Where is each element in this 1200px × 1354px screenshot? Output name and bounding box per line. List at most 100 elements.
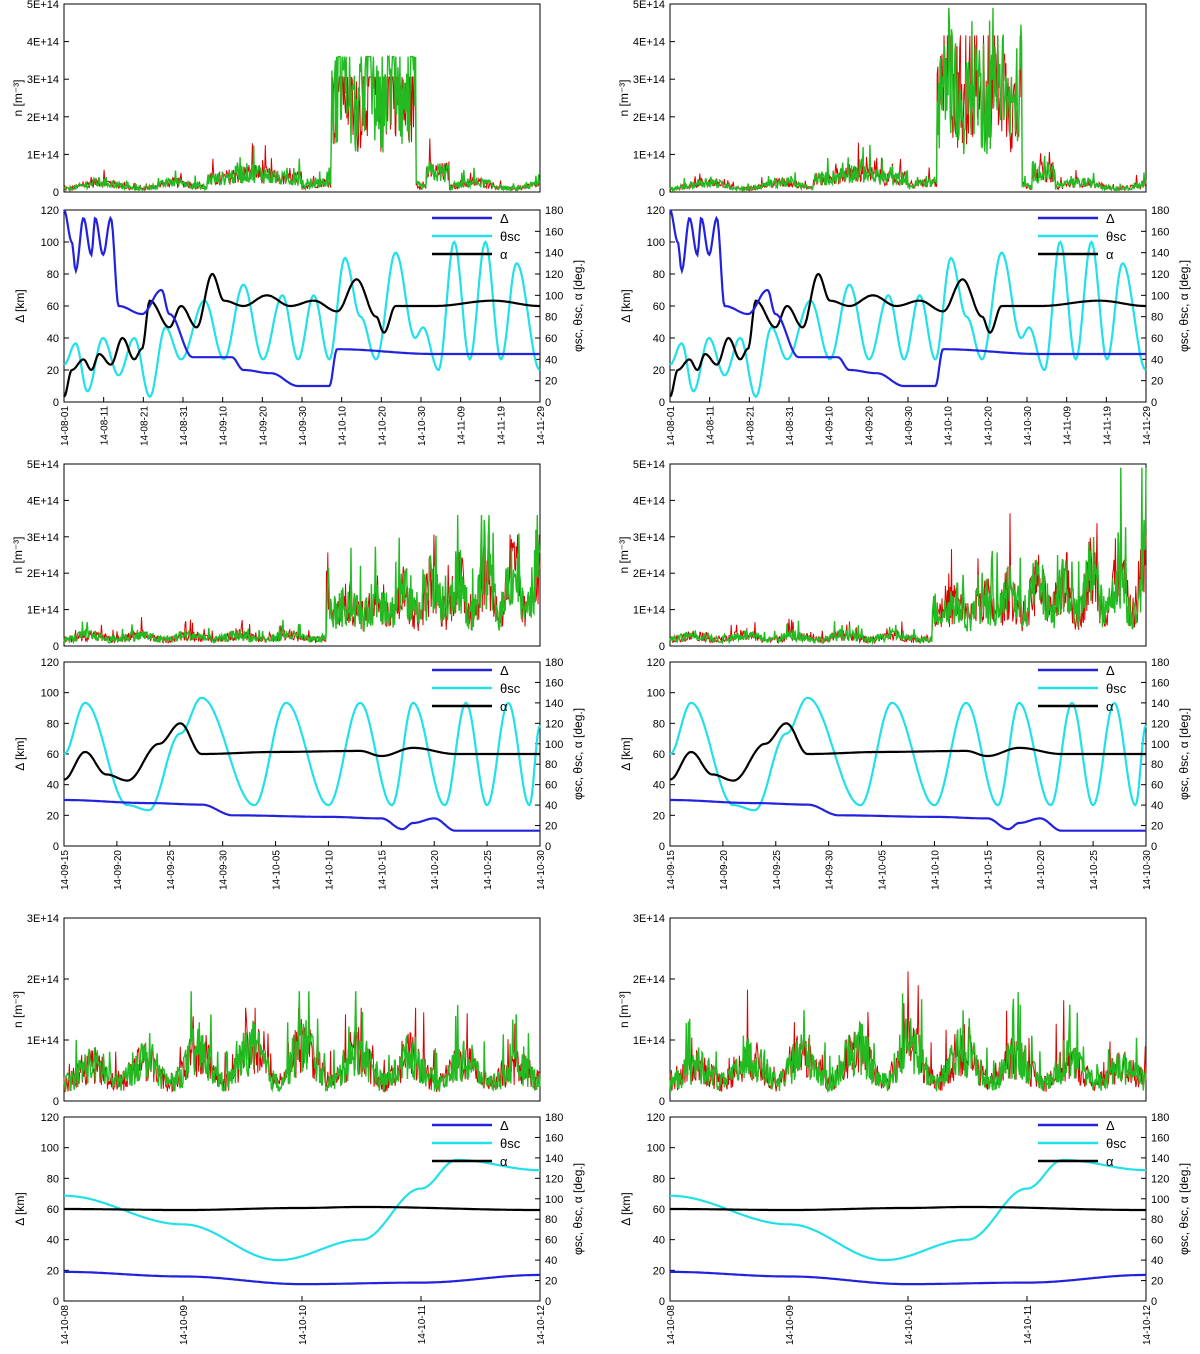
angle-axis-title: φsc, θsc, α [deg.] (1177, 708, 1191, 800)
legend-label: Δ (1106, 1118, 1115, 1133)
density-y-tick-label: 4E+14 (27, 37, 59, 49)
theta-series-line (63, 696, 541, 812)
left-y-tick-label: 60 (653, 301, 665, 313)
density-axis-title: n [m⁻³] (11, 79, 25, 116)
right-y-tick-label: 160 (545, 677, 563, 689)
angle-axis-title: φsc, θsc, α [deg.] (571, 708, 585, 800)
left-y-tick-label: 60 (653, 1204, 665, 1216)
x-tick-label: 14-10-10 (324, 850, 335, 890)
right-y-tick-label: 80 (1151, 312, 1163, 324)
left-y-tick-label: 120 (647, 657, 665, 669)
right-y-tick-label: 60 (1151, 333, 1163, 345)
left-y-tick-label: 120 (41, 1112, 59, 1124)
right-y-tick-label: 40 (545, 800, 557, 812)
x-tick-label: 14-10-20 (377, 406, 388, 446)
left-y-tick-label: 20 (47, 1265, 59, 1277)
geometry-plot-frame (669, 209, 1147, 403)
x-tick-label: 14-10-10 (298, 1305, 309, 1345)
x-tick-label: 14-09-30 (904, 406, 915, 446)
x-tick-label: 14-10-10 (904, 1305, 915, 1345)
density-y-tick-label: 4E+14 (27, 495, 59, 507)
x-tick-label: 14-10-09 (179, 1305, 190, 1345)
right-y-tick-label: 40 (545, 354, 557, 366)
left-y-tick-label: 80 (47, 1173, 59, 1185)
right-y-tick-label: 160 (545, 226, 563, 238)
density-y-tick-label: 5E+14 (27, 0, 59, 11)
legend-label: α (500, 1154, 508, 1169)
theta-series-line (669, 696, 1147, 812)
x-tick-label: 14-09-20 (113, 850, 124, 890)
right-y-tick-label: 40 (1151, 354, 1163, 366)
angle-axis-title: φsc, θsc, α [deg.] (1177, 1163, 1191, 1255)
x-tick-label: 14-10-10 (338, 406, 349, 446)
right-y-tick-label: 100 (1151, 1194, 1169, 1206)
right-y-tick-label: 20 (1151, 821, 1163, 833)
right-y-tick-label: 40 (1151, 800, 1163, 812)
density-observed-trace (63, 75, 541, 192)
density-y-tick-label: 3E+14 (633, 913, 665, 925)
x-tick-label: 14-10-30 (417, 406, 428, 446)
alpha-series-line (670, 1205, 1146, 1212)
left-y-tick-label: 100 (41, 688, 59, 700)
x-tick-label: 14-08-21 (745, 406, 756, 446)
x-tick-label: 14-11-19 (496, 406, 507, 446)
density-model-trace (669, 467, 1147, 646)
delta-axis-title: Δ [km] (13, 1192, 27, 1225)
left-y-tick-label: 40 (47, 780, 59, 792)
legend-label: θsc (500, 681, 521, 696)
x-tick-label: 14-10-15 (377, 850, 388, 890)
x-tick-label: 14-09-10 (825, 406, 836, 446)
right-y-tick-label: 0 (545, 397, 551, 409)
x-tick-label: 14-10-25 (1089, 850, 1100, 890)
right-y-tick-label: 60 (1151, 780, 1163, 792)
density-plot-frame (63, 3, 541, 193)
x-tick-label: 14-08-11 (706, 406, 717, 446)
alpha-series-line (669, 722, 1146, 782)
left-y-tick-label: 120 (41, 657, 59, 669)
left-y-tick-label: 20 (47, 810, 59, 822)
right-y-tick-label: 100 (545, 290, 563, 302)
legend-label: α (1106, 1154, 1114, 1169)
alpha-series-line (64, 1205, 540, 1212)
x-tick-label: 14-10-10 (930, 850, 941, 890)
density-y-tick-label: 0 (53, 1096, 59, 1108)
right-y-tick-label: 20 (1151, 376, 1163, 388)
right-y-tick-label: 100 (545, 739, 563, 751)
density-plot-frame (669, 917, 1147, 1102)
legend-label: α (1106, 699, 1114, 714)
alpha-series-line (669, 272, 1146, 398)
angle-axis-title: φsc, θsc, α [deg.] (1177, 260, 1191, 352)
right-y-tick-label: 120 (1151, 1173, 1169, 1185)
x-tick-label: 14-10-20 (983, 406, 994, 446)
right-y-tick-label: 0 (1151, 397, 1157, 409)
x-tick-label: 14-09-15 (60, 850, 71, 890)
x-tick-label: 14-08-31 (785, 406, 796, 446)
left-y-tick-label: 20 (653, 1265, 665, 1277)
density-y-tick-label: 1E+14 (27, 149, 59, 161)
legend-label: α (500, 247, 508, 262)
density-y-tick-label: 1E+14 (633, 605, 665, 617)
left-y-tick-label: 40 (653, 1235, 665, 1247)
delta-series-line (670, 1270, 1146, 1286)
left-y-tick-label: 0 (659, 397, 665, 409)
left-y-tick-label: 100 (41, 237, 59, 249)
density-y-tick-label: 1E+14 (633, 1035, 665, 1047)
density-axis-title: n [m⁻³] (617, 79, 631, 116)
density-plot-frame (669, 3, 1147, 193)
left-y-tick-label: 120 (41, 205, 59, 217)
right-y-tick-label: 180 (545, 1112, 563, 1124)
x-tick-label: 14-08-01 (60, 406, 71, 446)
left-y-tick-label: 20 (47, 365, 59, 377)
right-y-tick-label: 140 (1151, 248, 1169, 260)
x-tick-label: 14-11-19 (1102, 406, 1113, 446)
right-y-tick-label: 140 (545, 248, 563, 260)
x-tick-label: 14-10-30 (1142, 850, 1153, 890)
delta-series-line (670, 798, 1146, 832)
angle-axis-title: φsc, θsc, α [deg.] (571, 260, 585, 352)
delta-axis-title: Δ [km] (619, 737, 633, 770)
left-y-tick-label: 60 (47, 749, 59, 761)
right-y-tick-label: 180 (1151, 205, 1169, 217)
x-tick-label: 14-10-08 (60, 1305, 71, 1345)
density-model-trace (63, 514, 541, 645)
right-y-tick-label: 120 (1151, 269, 1169, 281)
